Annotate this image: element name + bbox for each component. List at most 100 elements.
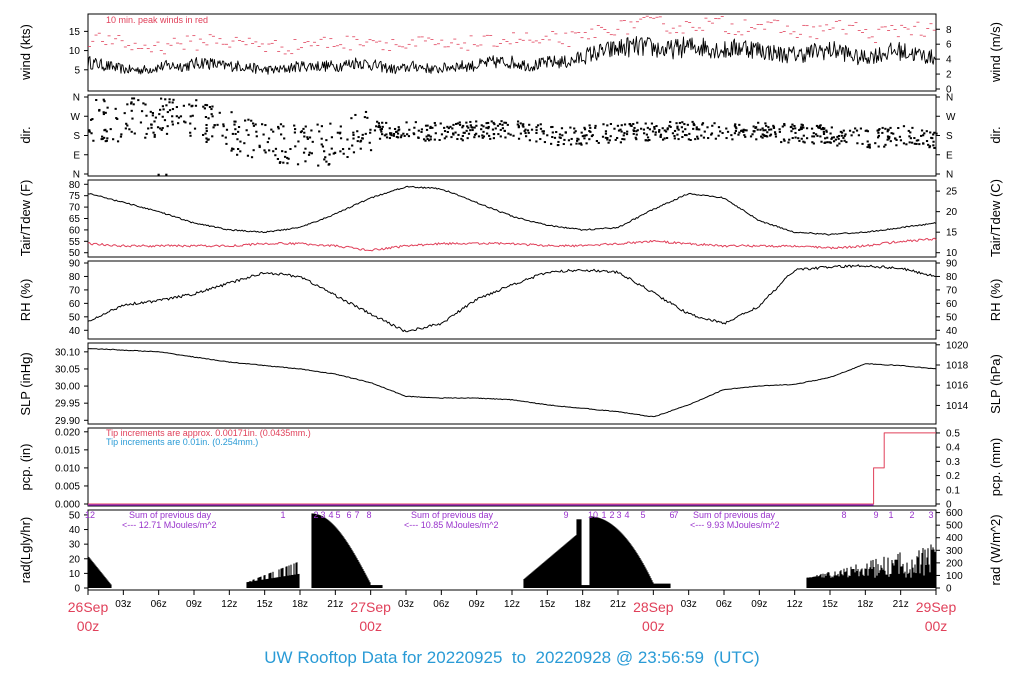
wind-direction-point	[413, 133, 416, 136]
wind-direction-point	[469, 129, 472, 132]
ytick-label-right-dir: W	[946, 112, 956, 123]
wind-direction-point	[304, 147, 307, 150]
wind-direction-point	[535, 129, 538, 132]
wind-direction-point	[420, 128, 424, 131]
wind-direction-point	[210, 113, 213, 116]
wind-direction-point	[379, 128, 382, 131]
wind-direction-point	[236, 138, 239, 141]
wind-direction-point	[671, 132, 675, 135]
day-hour-label: 00z	[925, 618, 948, 634]
wind-direction-point	[361, 137, 364, 140]
wind-direction-point	[677, 128, 680, 131]
wind-direction-point	[604, 130, 608, 133]
wind-direction-point	[205, 127, 208, 130]
wind-direction-point	[576, 137, 579, 140]
wind-direction-point	[151, 112, 155, 115]
wind-direction-point	[899, 139, 903, 142]
wind-direction-point	[517, 126, 520, 129]
wind-direction-point	[492, 121, 495, 124]
wind-direction-point	[766, 135, 769, 138]
wind-direction-point	[116, 118, 119, 121]
wind-direction-point	[837, 134, 841, 137]
wind-direction-point	[234, 128, 237, 131]
wind-direction-point	[759, 128, 762, 131]
wind-direction-point	[287, 157, 290, 160]
wind-direction-point	[329, 122, 332, 125]
wind-direction-point	[302, 127, 305, 130]
wind-direction-point	[446, 125, 449, 128]
wind-direction-point	[463, 131, 466, 134]
wind-direction-point	[588, 124, 591, 127]
wind-direction-point	[363, 116, 366, 119]
ytick-label-left-rad: 50	[69, 510, 81, 521]
wind-direction-point	[802, 140, 805, 143]
wind-direction-point	[797, 137, 800, 140]
wind-direction-point	[516, 120, 520, 123]
wind-direction-point	[895, 144, 898, 147]
wind-direction-point	[126, 103, 129, 106]
wind-direction-point	[184, 121, 187, 124]
wind-direction-point	[327, 163, 330, 166]
ytick-label-left-temp: 65	[69, 214, 81, 225]
wind-direction-point	[811, 135, 814, 138]
wind-direction-point	[721, 132, 724, 135]
wind-direction-point	[551, 131, 554, 134]
wind-direction-point	[922, 142, 925, 145]
wind-direction-point	[456, 122, 459, 125]
wind-direction-point	[452, 123, 455, 126]
wind-direction-point	[88, 129, 91, 132]
wind-direction-point	[339, 125, 342, 128]
wind-direction-point	[646, 126, 649, 129]
data-series	[87, 15, 938, 588]
ytick-label-right-rh: 80	[946, 272, 958, 283]
xtick-label: 09z	[469, 599, 485, 610]
wind-direction-point	[361, 133, 364, 136]
wind-direction-point	[838, 142, 841, 145]
wind-direction-point	[188, 103, 191, 106]
wind-direction-point	[325, 160, 328, 163]
ytick-label-left-rh: 70	[69, 285, 81, 296]
ytick-label-right-dir: N	[946, 93, 953, 104]
wind-direction-point	[897, 127, 900, 130]
wind-direction-point	[297, 140, 300, 143]
wind-direction-point	[635, 138, 638, 141]
wind-direction-point	[710, 132, 714, 135]
wind-direction-point	[676, 133, 679, 136]
ytick-label-left-temp: 70	[69, 203, 81, 214]
ytick-label-left-dir: E	[73, 150, 80, 161]
wind-direction-point	[915, 142, 918, 145]
wind-direction-point	[673, 137, 676, 140]
wind-direction-point	[267, 137, 271, 140]
wind-direction-point	[663, 137, 666, 140]
wind-direction-point	[171, 123, 174, 126]
xtick-label: 18z	[575, 599, 591, 610]
wind-direction-point	[588, 130, 591, 133]
ylabel-right-wind: wind (m/s)	[988, 22, 1003, 83]
wind-direction-point	[614, 138, 617, 141]
wind-direction-point	[706, 126, 709, 129]
wind-direction-point	[171, 120, 174, 123]
wind-direction-point	[201, 133, 205, 136]
wind-direction-point	[243, 142, 246, 145]
solar-hour-label: 8	[366, 510, 371, 520]
wind-direction-point	[774, 133, 777, 136]
ytick-label-left-rh: 50	[69, 312, 81, 323]
wind-direction-point	[666, 128, 669, 131]
wind-direction-point	[528, 139, 531, 142]
wind-direction-point	[205, 129, 208, 132]
wind-direction-point	[114, 107, 117, 110]
wind-direction-point	[237, 126, 241, 129]
wind-direction-point	[308, 151, 311, 154]
wind-direction-point	[500, 120, 503, 123]
wind-direction-point	[161, 105, 165, 108]
wind-direction-point	[396, 136, 400, 139]
ytick-label-right-slp: 1020	[946, 340, 969, 351]
wind-direction-point	[377, 125, 380, 128]
wind-direction-point	[645, 133, 648, 136]
wind-direction-point	[913, 142, 916, 145]
wind-direction-point	[395, 130, 398, 133]
wind-direction-point	[691, 120, 694, 123]
wind-direction-point	[840, 140, 843, 143]
wind-direction-point	[481, 134, 484, 137]
wind-direction-point	[239, 150, 242, 153]
